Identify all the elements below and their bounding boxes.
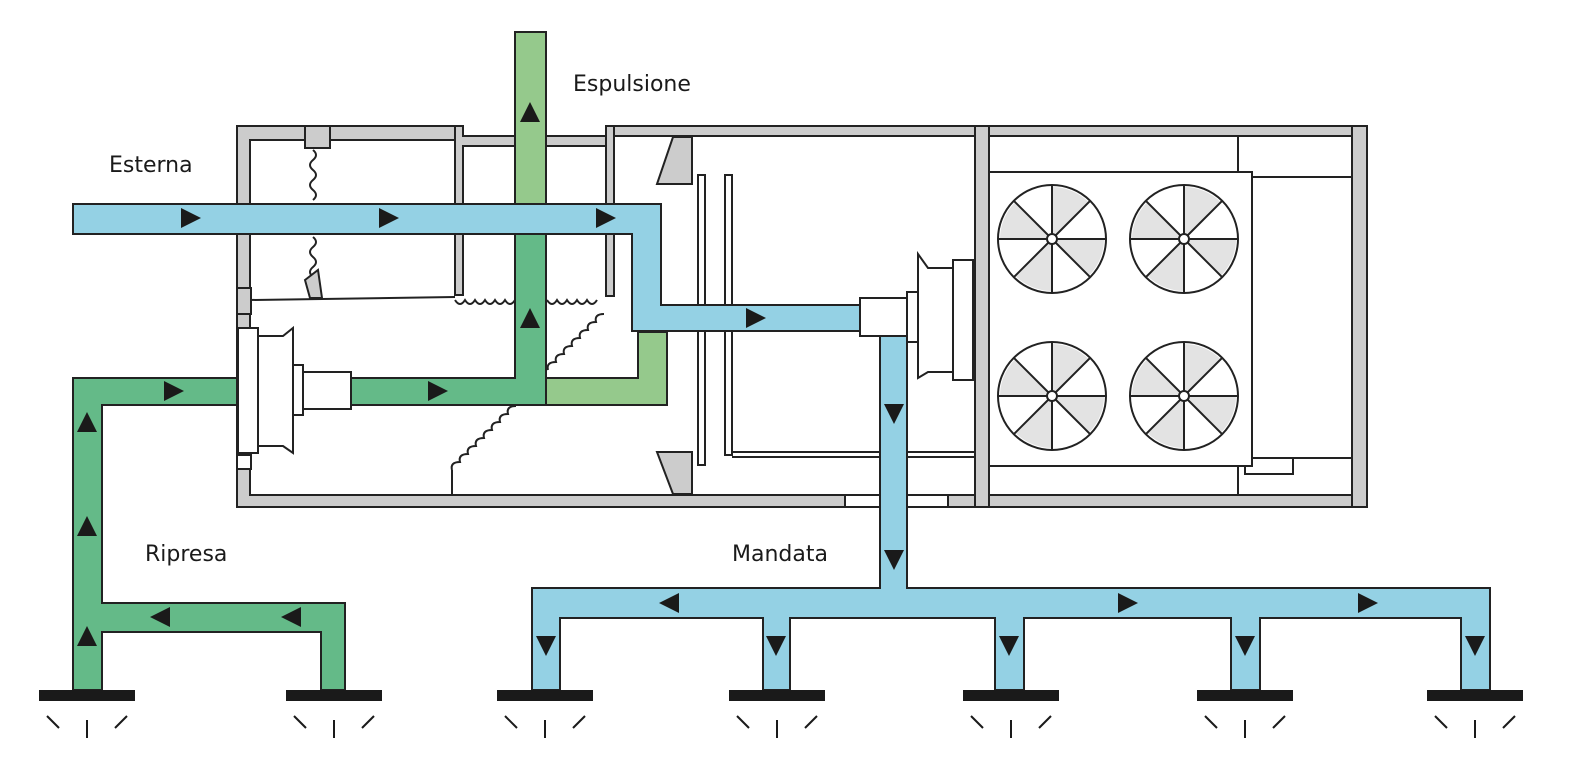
grille-icon	[497, 690, 593, 738]
triangle-arrow-icon	[181, 208, 201, 228]
triangle-arrow-icon	[77, 626, 97, 646]
condenser-unit	[988, 171, 1253, 467]
fan-icon	[1129, 341, 1239, 451]
triangle-arrow-icon	[1118, 593, 1138, 613]
triangle-arrow-icon	[164, 381, 184, 401]
triangle-arrow-icon	[659, 593, 679, 613]
triangle-arrow-icon	[281, 607, 301, 627]
label-return-air: Ripresa	[145, 542, 227, 567]
triangle-arrow-icon	[1235, 636, 1255, 656]
grilles	[39, 690, 1523, 738]
dampers	[655, 136, 693, 495]
fan-icon	[1129, 184, 1239, 294]
return-fan	[237, 325, 352, 455]
exhaust-duct	[514, 31, 668, 406]
label-exhaust-air: Espulsione	[573, 72, 691, 97]
outside-air-duct	[72, 203, 861, 332]
flow-arrows	[77, 102, 1485, 656]
triangle-arrow-icon	[379, 208, 399, 228]
label-outside-air: Esterna	[109, 153, 193, 178]
triangle-arrow-icon	[1358, 593, 1378, 613]
grille-icon	[39, 690, 135, 738]
ahu-casing	[236, 125, 1368, 508]
triangle-arrow-icon	[520, 308, 540, 328]
triangle-arrow-icon	[746, 308, 766, 328]
triangle-arrow-icon	[884, 550, 904, 570]
triangle-arrow-icon	[596, 208, 616, 228]
grille-icon	[1427, 690, 1523, 738]
grille-icon	[286, 690, 382, 738]
grille-icon	[963, 690, 1059, 738]
triangle-arrow-icon	[1465, 636, 1485, 656]
triangle-arrow-icon	[520, 102, 540, 122]
fan-icon	[997, 341, 1107, 451]
return-duct	[72, 233, 547, 691]
grille-icon	[729, 690, 825, 738]
triangle-arrow-icon	[77, 516, 97, 536]
triangle-arrow-icon	[77, 412, 97, 432]
triangle-arrow-icon	[999, 636, 1019, 656]
triangle-arrow-icon	[884, 404, 904, 424]
triangle-arrow-icon	[766, 636, 786, 656]
flexible-connectors	[303, 149, 605, 494]
triangle-arrow-icon	[536, 636, 556, 656]
triangle-arrow-icon	[428, 381, 448, 401]
label-supply-air: Mandata	[732, 542, 828, 567]
supply-fan	[859, 250, 974, 381]
grille-icon	[1197, 690, 1293, 738]
fan-icon	[997, 184, 1107, 294]
triangle-arrow-icon	[150, 607, 170, 627]
